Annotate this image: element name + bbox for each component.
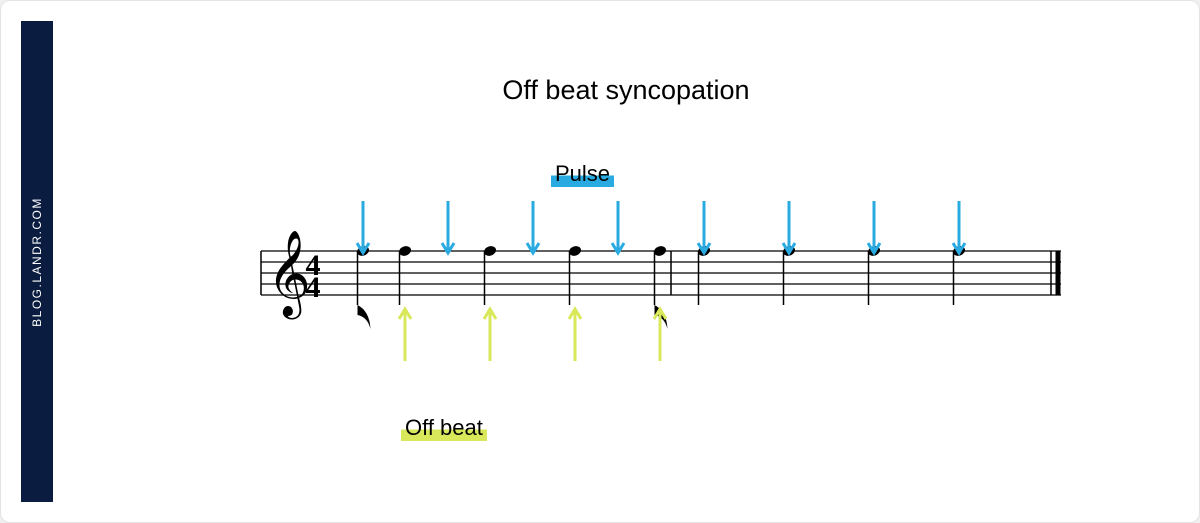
brand-text: BLOG.LANDR.COM — [30, 197, 44, 327]
pulse-arrow-icon — [953, 201, 965, 253]
treble-clef-icon: 𝄞 — [267, 232, 311, 320]
clef-and-time-sig: 𝄞44 — [267, 232, 321, 320]
pulse-arrow-icon — [357, 201, 369, 253]
diagram-frame: BLOG.LANDR.COM Off beat syncopation Puls… — [0, 0, 1200, 523]
pulse-arrow-icon — [612, 201, 624, 253]
diagram-title: Off beat syncopation — [53, 75, 1199, 106]
offbeat-arrows — [399, 309, 666, 361]
offbeat-arrow-icon — [399, 309, 411, 361]
pulse-arrow-icon — [868, 201, 880, 253]
time-sig-bottom: 4 — [306, 271, 321, 304]
offbeat-arrow-icon — [484, 309, 496, 361]
pulse-arrow-icon — [442, 201, 454, 253]
pulse-arrows — [357, 201, 965, 253]
brand-sidebar: BLOG.LANDR.COM — [21, 21, 53, 502]
pulse-arrow-icon — [527, 201, 539, 253]
staff-container: 𝄞44 — [181, 151, 1081, 451]
offbeat-arrow-icon — [654, 309, 666, 361]
pulse-arrow-icon — [783, 201, 795, 253]
pulse-arrow-icon — [698, 201, 710, 253]
offbeat-arrow-icon — [569, 309, 581, 361]
staff-lines — [261, 251, 1061, 295]
music-staff-svg: 𝄞44 — [181, 151, 1081, 451]
